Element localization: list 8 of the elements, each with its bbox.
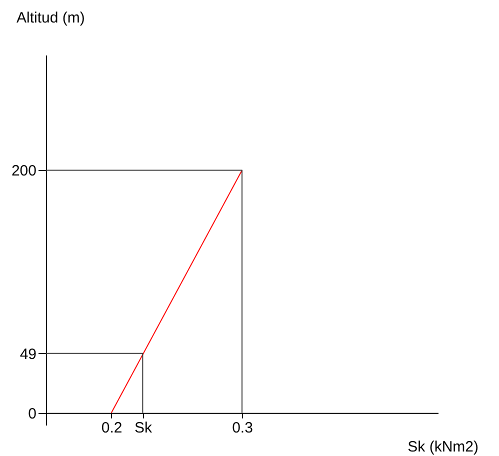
x-axis-title: Sk (kNm2) (408, 438, 478, 456)
x-tick-label: Sk (134, 419, 152, 436)
y-tick-label: 49 (20, 346, 36, 363)
y-axis-title: Altitud (m) (16, 10, 85, 26)
y-tick-label: 0 (28, 405, 36, 422)
y-tick-label: 200 (11, 162, 36, 180)
x-tick-label: 0.2 (101, 419, 122, 436)
x-tick-label: 0.3 (232, 419, 253, 436)
